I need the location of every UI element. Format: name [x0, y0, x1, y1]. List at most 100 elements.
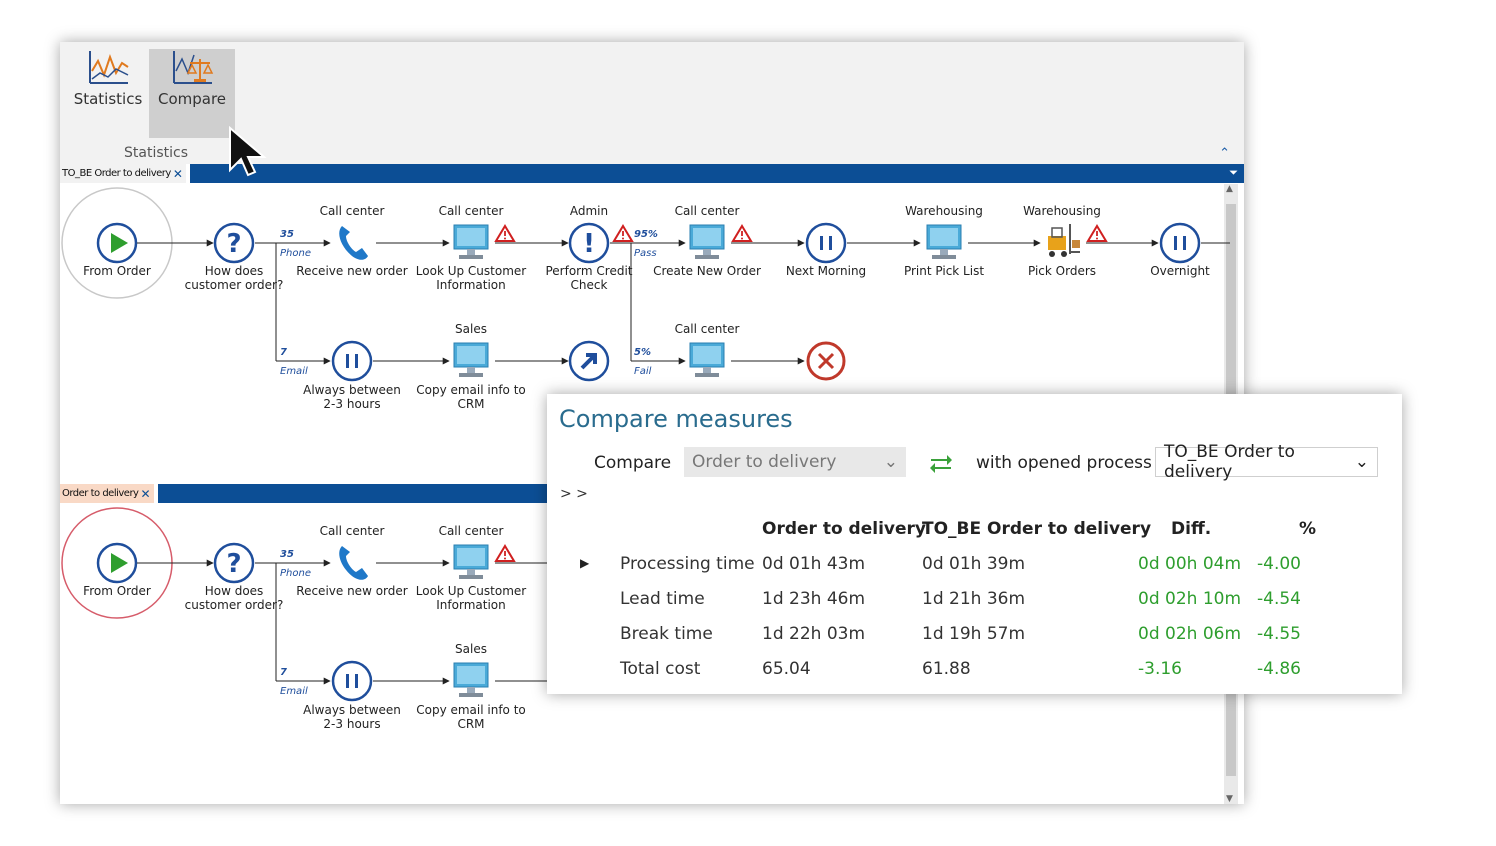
- computer-task-icon[interactable]: [926, 224, 962, 260]
- compare-button-label: Compare: [157, 90, 227, 108]
- pause-event-icon[interactable]: [805, 222, 847, 264]
- close-tab-icon[interactable]: ✕: [172, 166, 183, 181]
- node-label-pick: Pick Orders: [1028, 264, 1096, 278]
- filter-icon[interactable]: ⏷: [1229, 166, 1238, 179]
- role-label: Call center: [439, 204, 504, 218]
- start-event-icon[interactable]: [96, 542, 138, 584]
- computer-task-icon[interactable]: [453, 544, 489, 580]
- role-label: Call center: [439, 524, 504, 538]
- warning-icon: [1087, 225, 1107, 242]
- value-diff: 0d 02h 10m: [1138, 589, 1242, 609]
- swap-arrows-icon[interactable]: [929, 452, 953, 474]
- node-label-print: Print Pick List: [904, 264, 984, 278]
- node-label-lookup-1: Look Up Customer: [416, 584, 526, 598]
- close-tab-icon[interactable]: ✕: [140, 486, 151, 501]
- branch-email-count: 7: [280, 347, 287, 358]
- computer-task-icon[interactable]: [453, 342, 489, 378]
- branch-email-label: Email: [280, 366, 308, 377]
- node-label-decision-1: How does: [205, 584, 264, 598]
- end-cancel-icon[interactable]: [806, 341, 846, 381]
- value-pct: -4.86: [1257, 659, 1301, 679]
- pause-event-icon[interactable]: [331, 660, 373, 702]
- statistics-button[interactable]: Statistics: [71, 49, 145, 138]
- computer-task-icon[interactable]: [453, 662, 489, 698]
- node-label-always-2: 2-3 hours: [323, 717, 380, 731]
- node-label-create: Create New Order: [653, 264, 761, 278]
- role-label: Call center: [675, 204, 740, 218]
- node-label-copy-1: Copy email info to: [416, 383, 526, 397]
- tab-label: Order to delivery: [62, 488, 139, 499]
- opened-process-select[interactable]: TO_BE Order to delivery ⌄: [1155, 442, 1378, 482]
- node-label-overnight: Overnight: [1150, 264, 1210, 278]
- process-tab-bar-top: TO_BE Order to delivery ✕ ⏷: [60, 164, 1244, 183]
- col-header-order-to-delivery: Order to delivery: [762, 519, 926, 539]
- node-label-receive: Receive new order: [296, 264, 407, 278]
- col-header-pct: %: [1299, 519, 1317, 539]
- value-a: 1d 23h 46m: [762, 589, 866, 609]
- decision-question-icon[interactable]: [213, 222, 255, 264]
- collapse-ribbon-icon[interactable]: ⌃: [1219, 146, 1230, 161]
- branch-email-label: Email: [280, 686, 308, 697]
- computer-task-icon[interactable]: [689, 224, 725, 260]
- row-expand-icon[interactable]: ▶: [580, 556, 590, 570]
- tab-to-be-order-to-delivery[interactable]: TO_BE Order to delivery ✕: [60, 164, 187, 183]
- node-label-credit-1: Perform Credit: [545, 264, 632, 278]
- role-label: Call center: [675, 322, 740, 336]
- compare-scale-icon: [173, 51, 214, 84]
- value-pct: -4.55: [1257, 624, 1301, 644]
- ribbon: Statistics Compare Statistics ⌃: [60, 42, 1244, 164]
- value-a: 0d 01h 43m: [762, 554, 866, 574]
- branch-phone-count: 35: [280, 229, 294, 240]
- branch-phone-label: Phone: [280, 568, 311, 579]
- computer-task-icon[interactable]: [689, 342, 725, 378]
- computer-task-icon[interactable]: [453, 224, 489, 260]
- role-label: Sales: [455, 642, 487, 656]
- mouse-cursor-icon: [229, 126, 267, 177]
- node-label-copy-1: Copy email info to: [416, 703, 526, 717]
- phone-icon[interactable]: [339, 546, 368, 580]
- branch-phone-label: Phone: [280, 248, 311, 259]
- node-label-decision-2: customer order?: [185, 278, 284, 292]
- warning-icon: [732, 225, 752, 242]
- node-label-next-morning: Next Morning: [786, 264, 866, 278]
- link-event-icon[interactable]: [568, 340, 610, 382]
- branch-fail-pct: 5%: [634, 347, 651, 358]
- compare-label: Compare: [594, 453, 672, 473]
- node-label-decision-2: customer order?: [185, 598, 284, 612]
- measure-name: Processing time: [620, 554, 755, 574]
- tab-bar-fill: [190, 164, 1244, 183]
- start-event-icon[interactable]: [96, 222, 138, 264]
- decision-question-icon[interactable]: [213, 542, 255, 584]
- role-label: Call center: [320, 524, 385, 538]
- value-b: 1d 21h 36m: [922, 589, 1026, 609]
- value-a: 1d 22h 03m: [762, 624, 866, 644]
- node-label-copy-2: CRM: [457, 397, 484, 411]
- exclamation-icon[interactable]: [568, 222, 610, 264]
- node-label-copy-2: CRM: [457, 717, 484, 731]
- role-label: Warehousing: [1023, 204, 1101, 218]
- branch-pass-label: Pass: [634, 248, 657, 259]
- phone-icon[interactable]: [339, 226, 368, 260]
- exclamation-mark: !: [583, 229, 595, 259]
- ribbon-group-label: Statistics: [124, 145, 188, 161]
- branch-pass-pct: 95%: [634, 229, 658, 240]
- pause-event-icon[interactable]: [331, 340, 373, 382]
- chevron-down-icon: ⌄: [883, 452, 898, 472]
- compare-button[interactable]: Compare: [149, 49, 235, 138]
- measure-name: Break time: [620, 624, 713, 644]
- scroll-down-icon[interactable]: ▼: [1226, 794, 1233, 804]
- panel-title: Compare measures: [559, 405, 793, 433]
- tab-order-to-delivery[interactable]: Order to delivery ✕: [60, 484, 155, 503]
- expander-toggle[interactable]: > >: [560, 486, 588, 502]
- pause-event-icon[interactable]: [1159, 222, 1201, 264]
- role-label: Call center: [320, 204, 385, 218]
- tab-label: TO_BE Order to delivery: [62, 168, 171, 179]
- compare-process-select[interactable]: Order to delivery ⌄: [684, 447, 906, 477]
- value-b: 61.88: [922, 659, 971, 679]
- node-label-always-2: 2-3 hours: [323, 397, 380, 411]
- value-diff: 0d 00h 04m: [1138, 554, 1242, 574]
- with-opened-process-label: with opened process: [976, 453, 1152, 473]
- scroll-up-icon[interactable]: ▲: [1226, 184, 1233, 194]
- forklift-icon[interactable]: [1048, 224, 1080, 257]
